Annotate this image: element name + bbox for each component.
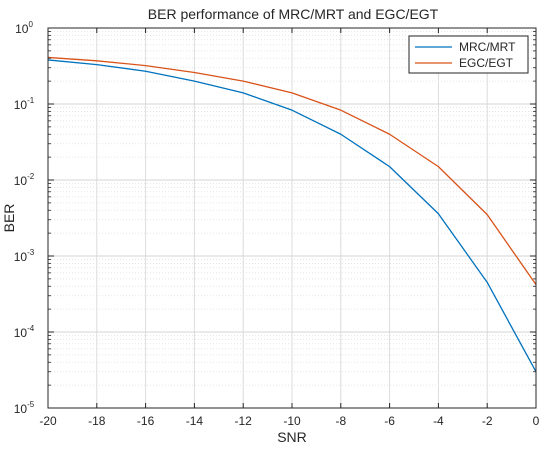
x-tick-labels: -20 -18 -16 -14 -12 -10 -8 -6 -4 -2 0	[39, 414, 539, 428]
x-tick-label: -12	[235, 414, 253, 428]
legend-label-egc-egt: EGC/EGT	[459, 56, 514, 70]
x-axis-label: SNR	[277, 429, 307, 445]
x-tick-label: -18	[88, 414, 106, 428]
legend-label-mrc-mrt: MRC/MRT	[459, 40, 516, 54]
x-tick-label: -2	[482, 414, 493, 428]
y-tick-labels: 100 10-1 10-2 10-3 10-4 10-5	[14, 20, 35, 416]
x-tick-label: -6	[384, 414, 395, 428]
x-tick-label: 0	[533, 414, 540, 428]
series-group	[47, 56, 537, 373]
y-tick-label: 10-4	[14, 324, 35, 340]
x-tick-label: -8	[335, 414, 346, 428]
chart-title: BER performance of MRC/MRT and EGC/EGT	[148, 6, 439, 22]
x-tick-label: -4	[433, 414, 444, 428]
y-tick-label: 10-3	[14, 248, 35, 264]
y-tick-label: 100	[15, 20, 33, 36]
series-line-egc-egt	[47, 56, 537, 286]
tick-marks	[47, 27, 537, 409]
y-tick-label: 10-5	[14, 400, 35, 416]
x-tick-label: -14	[186, 414, 204, 428]
y-tick-label: 10-2	[14, 172, 35, 188]
y-axis-label: BER	[1, 204, 17, 233]
x-tick-label: -16	[137, 414, 155, 428]
legend-box	[408, 35, 529, 74]
x-tick-label: -20	[39, 414, 57, 428]
x-tick-label: -10	[283, 414, 301, 428]
legend: MRC/MRT EGC/EGT	[408, 35, 529, 74]
y-tick-label: 10-1	[14, 96, 35, 112]
series-line-mrc-mrt	[47, 59, 537, 373]
